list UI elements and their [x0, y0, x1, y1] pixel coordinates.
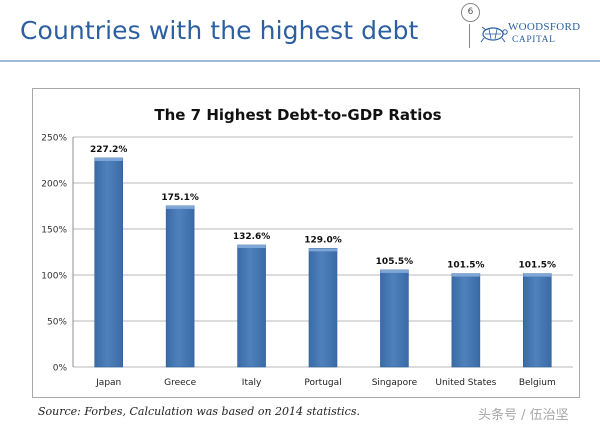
company-logo: WOODSFORD CAPITAL [478, 20, 596, 52]
bar-cap [94, 157, 123, 161]
watermark: 头条号 / 伍治坚 [478, 408, 569, 423]
chart-frame: The 7 Highest Debt-to-GDP Ratios 0% 50% 10… [32, 88, 580, 398]
bar-japan [94, 157, 124, 368]
bar-cap [309, 248, 337, 252]
x-tick-label: Portugal [304, 378, 341, 388]
y-tick-label: 200% [41, 180, 67, 190]
bar-united-states [451, 273, 481, 368]
logo-divider [469, 24, 470, 48]
x-tick-label: Belgium [519, 378, 556, 388]
bar-singapore [380, 269, 409, 368]
slide-title: Countries with the highest debt [20, 16, 419, 45]
bar-chart: The 7 Highest Debt-to-GDP Ratios 0% 50% 10… [41, 106, 573, 388]
bar-cap [166, 205, 195, 209]
x-tick-label: Italy [242, 378, 262, 388]
data-label: 105.5% [376, 257, 414, 267]
bar-greece [165, 205, 195, 368]
bar-cap [237, 245, 266, 249]
bar-belgium [522, 273, 552, 368]
title-divider [0, 60, 600, 62]
data-label: 132.6% [233, 232, 271, 242]
chart-title: The 7 Highest Debt-to-GDP Ratios [154, 106, 441, 124]
logo-subtitle: CAPITAL [512, 35, 556, 45]
data-label: 101.5% [447, 261, 485, 271]
y-tick-label: 150% [41, 226, 67, 236]
bar-cap [523, 273, 552, 277]
bar-portugal [308, 248, 338, 368]
x-tick-label: Japan [95, 378, 121, 388]
data-label: 227.2% [90, 145, 128, 155]
page-number: 6 [461, 3, 480, 22]
y-tick-label: 100% [41, 272, 67, 282]
source-note: Source: Forbes, Calculation was based on… [38, 405, 360, 418]
x-tick-label: Greece [164, 378, 196, 388]
y-tick-label: 0% [53, 364, 68, 374]
data-label: 129.0% [304, 235, 342, 245]
y-tick-label: 50% [47, 318, 67, 328]
data-label: 175.1% [161, 193, 199, 203]
bar-italy [237, 244, 266, 368]
y-tick-label: 250% [41, 134, 67, 144]
data-label: 101.5% [519, 261, 557, 271]
turtle-logo-icon [480, 26, 508, 43]
bar-cap [380, 269, 409, 273]
x-tick-label: Singapore [372, 378, 418, 388]
logo-name: WOODSFORD [508, 21, 581, 33]
bar-cap [451, 273, 480, 277]
x-tick-label: United States [435, 378, 496, 388]
